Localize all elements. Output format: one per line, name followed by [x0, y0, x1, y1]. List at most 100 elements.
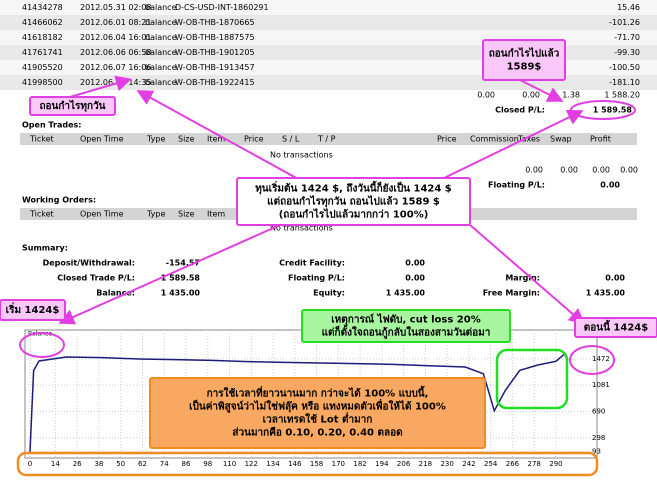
- callout: [482, 39, 566, 81]
- arrow: [136, 90, 301, 181]
- cell: balance: [145, 63, 177, 72]
- annotation-text: ถอนกำไรทุกวัน: [39, 99, 105, 112]
- callout: [0, 299, 66, 321]
- callout: [149, 377, 486, 449]
- value: 1 435.00: [586, 289, 626, 298]
- annotation-text: (ถอนกำไรไปแล้วมากกว่า 100%): [279, 208, 429, 221]
- header: S / L: [282, 135, 300, 144]
- cell: 15.46: [617, 3, 640, 12]
- highlight: [569, 345, 615, 375]
- cell: 2012.06.07 16:06: [80, 63, 151, 72]
- cell: W-OB-THB-1901205: [175, 48, 255, 57]
- x-tick-label: 254: [484, 460, 498, 468]
- value: 0.00: [405, 274, 425, 283]
- cell: W-OB-THB-1870665: [175, 18, 255, 27]
- cell: balance: [145, 3, 177, 12]
- callout: [574, 317, 657, 338]
- y-tick-label: 1081: [592, 381, 610, 389]
- cell: -100.50: [609, 63, 640, 72]
- y-tick-label: 1472: [592, 355, 610, 363]
- x-tick-label: 218: [419, 460, 432, 468]
- cell: 2012.05.31 02:08: [80, 3, 151, 12]
- cell: -99.30: [614, 48, 640, 57]
- section-title: Summary:: [22, 244, 68, 253]
- label: Margin:: [505, 274, 540, 283]
- cell: 41466062: [22, 18, 63, 27]
- cell: 41998500: [22, 78, 63, 87]
- x-tick-label: 86: [182, 460, 191, 468]
- annotation-text: เหตุการณ์ ไฟดับ, cut loss 20%: [331, 313, 480, 326]
- x-tick-label: 230: [440, 460, 453, 468]
- total: 0.00: [477, 91, 495, 100]
- cell: W-OB-THB-1922415: [175, 78, 255, 87]
- total: 0.00: [560, 166, 578, 175]
- header: Swap: [550, 135, 572, 144]
- label: Floating P/L:: [288, 274, 345, 283]
- value: 1 589.58: [161, 274, 201, 283]
- section-title: Working Orders:: [22, 196, 96, 205]
- cell: balance: [145, 78, 177, 87]
- total: 1 588.20: [604, 91, 640, 100]
- balance-line: [29, 353, 566, 452]
- row-bg: [0, 0, 657, 15]
- header: Item: [207, 210, 225, 219]
- cell: 41905520: [22, 63, 63, 72]
- arrow: [469, 224, 586, 325]
- cell: balance: [145, 48, 177, 57]
- x-tick-label: 134: [266, 460, 280, 468]
- header: Price: [437, 135, 457, 144]
- x-tick-label: 50: [116, 460, 125, 468]
- arrow: [58, 224, 281, 325]
- header: Ticket: [29, 135, 54, 144]
- total: 1.38: [562, 91, 580, 100]
- x-tick-label: 74: [160, 460, 169, 468]
- header-bg: [20, 133, 637, 145]
- annotation-text: ถอนกำไรไปแล้ว: [489, 47, 560, 60]
- value: 1 435.00: [161, 289, 201, 298]
- cell: D-CS-USD-INT-1860291: [175, 3, 269, 12]
- x-tick-label: 206: [397, 460, 411, 468]
- header: Type: [146, 135, 165, 144]
- cell: 2012.06.04 16:01: [80, 33, 151, 42]
- empty: No transactions: [270, 151, 333, 160]
- x-tick-label: 62: [138, 460, 147, 468]
- header: Commission: [470, 135, 519, 144]
- cell: -71.70: [614, 33, 640, 42]
- cell: balance: [145, 33, 177, 42]
- annotation-text: ทุนเริ่มต้น 1424 $, ถึงวันนี้ก็ยังเป็น 1…: [255, 181, 452, 195]
- header: Open Time: [80, 135, 124, 144]
- x-tick-label: 170: [332, 460, 345, 468]
- annotation-text: เริ่ม 1424$: [6, 302, 60, 316]
- value: 0.00: [405, 259, 425, 268]
- arrow: [69, 75, 132, 98]
- header: Item: [207, 135, 225, 144]
- header: Type: [146, 210, 165, 219]
- cell: 41434278: [22, 3, 63, 12]
- label: Free Margin:: [483, 289, 540, 298]
- x-tick-label: 266: [506, 460, 520, 468]
- label: Credit Facility:: [279, 259, 345, 268]
- x-tick-label: 158: [310, 460, 323, 468]
- arrow: [439, 110, 584, 181]
- cell: 2012.06.01 08:21: [80, 18, 151, 27]
- label: Closed P/L:: [495, 106, 545, 115]
- x-tick-label: 146: [288, 460, 302, 468]
- value: 1 435.00: [386, 289, 426, 298]
- cell: 41618182: [22, 33, 63, 42]
- x-tick-label: 26: [73, 460, 82, 468]
- row-bg: [0, 15, 657, 30]
- annotation-text: แต่ถอนกำไรทุกวัน ถอนไปแล้ว 1589 $: [267, 195, 440, 208]
- header: Size: [178, 210, 195, 219]
- header: Size: [178, 135, 195, 144]
- annotation-text: 1589$: [507, 62, 542, 73]
- x-tick-label: 14: [51, 460, 60, 468]
- x-tick-label: 110: [223, 460, 236, 468]
- y-tick-label: 298: [592, 434, 605, 442]
- header: Taxes: [517, 135, 540, 144]
- highlight: [16, 451, 599, 477]
- annotation-text: เวลาเทรดใช้ Lot ต่ำมาก: [263, 412, 373, 426]
- value: 1 589.58: [593, 106, 633, 115]
- cell: W-OB-THB-1913457: [175, 63, 255, 72]
- label: Equity:: [313, 289, 345, 298]
